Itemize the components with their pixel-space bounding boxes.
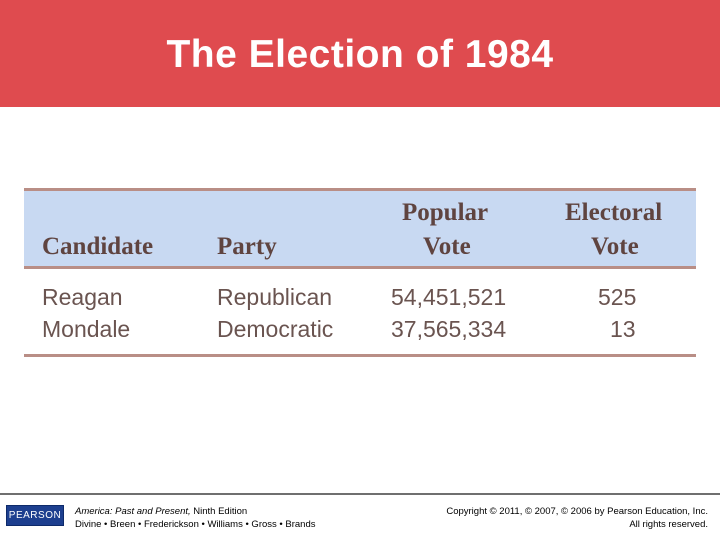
table-top-rule	[24, 188, 696, 191]
book-title: America: Past and Present,	[75, 506, 191, 517]
slide-title: The Election of 1984	[166, 33, 554, 76]
table-bottom-rule	[24, 354, 696, 357]
column-header-popular-line2: Vote	[423, 233, 471, 260]
slide-header: The Election of 1984	[0, 0, 720, 107]
cell-popular-vote: 37,565,334	[391, 316, 507, 342]
footer-copyright: Copyright © 2011, © 2007, © 2006 by Pear…	[446, 505, 708, 531]
footer-citation: America: Past and Present, Ninth Edition…	[75, 505, 315, 531]
logo-text: PEARSON	[8, 510, 62, 521]
pearson-logo: PEARSON	[6, 505, 64, 526]
election-results-table: Candidate Party Popular Vote Electoral V…	[24, 188, 696, 358]
column-header-electoral-line1: Electoral	[565, 199, 663, 226]
cell-electoral-vote: 13	[610, 316, 636, 342]
cell-candidate: Mondale	[42, 316, 131, 342]
column-header-electoral-line2: Vote	[591, 233, 639, 260]
footer-authors: Divine • Breen • Frederickson • Williams…	[75, 519, 316, 530]
column-header-party: Party	[217, 233, 277, 260]
column-header-popular-line1: Popular	[402, 199, 489, 226]
footer-divider	[0, 493, 720, 495]
cell-popular-vote: 54,451,521	[391, 284, 507, 310]
column-header-candidate: Candidate	[42, 233, 154, 260]
table-header-band	[24, 191, 696, 267]
cell-candidate: Reagan	[42, 284, 123, 310]
footer-book-line: America: Past and Present, Ninth Edition	[75, 505, 315, 518]
cell-party: Republican	[217, 284, 333, 310]
rights-text: All rights reserved.	[629, 519, 708, 530]
cell-party: Democratic	[217, 316, 334, 342]
book-edition: Ninth Edition	[190, 506, 248, 517]
cell-electoral-vote: 525	[598, 284, 637, 310]
copyright-text: Copyright © 2011, © 2007, © 2006 by Pear…	[446, 506, 708, 517]
table-header-rule	[24, 266, 696, 269]
